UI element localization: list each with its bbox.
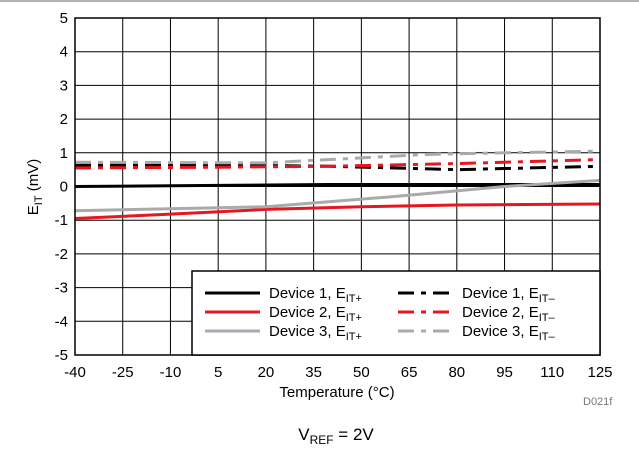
y-tick-label: -1 — [55, 212, 68, 229]
y-tick-label: -2 — [55, 246, 68, 263]
y-tick-label: -3 — [55, 280, 68, 297]
y-tick-label: 3 — [60, 77, 68, 94]
series-line-1 — [74, 182, 600, 188]
x-tick-label: 20 — [258, 364, 275, 381]
legend: Device 1, EIT+ Device 1, EIT–Device 2, EI… — [191, 270, 601, 356]
x-tick-label: -25 — [112, 364, 134, 381]
x-tick-label: 65 — [401, 364, 418, 381]
legend-label: Device 3, EIT+ — [269, 323, 362, 343]
y-tick-label: 5 — [60, 10, 68, 27]
series-line-5 — [74, 178, 601, 213]
x-tick-label: 125 — [587, 364, 612, 381]
series-layer — [74, 149, 601, 221]
y-tick-label: 4 — [60, 44, 68, 61]
chart-caption: VREF = 2V — [298, 425, 374, 447]
y-axis-label: EIT (mV) — [25, 159, 45, 215]
series-line-3 — [74, 202, 601, 221]
x-tick-label: 50 — [353, 364, 370, 381]
x-tick-label: 5 — [214, 364, 222, 381]
x-tick-labels: -40 -25 -10 5 20 35 50 65 80 95 110 125 — [64, 364, 612, 381]
y-tick-label: 2 — [60, 111, 68, 128]
y-tick-label: -4 — [55, 313, 68, 330]
x-tick-label: 110 — [540, 364, 564, 381]
legend-label: Device 2, EIT– — [462, 304, 555, 324]
x-axis-label: Temperature (°C) — [279, 384, 394, 401]
x-tick-label: 80 — [448, 364, 465, 381]
x-tick-label: -10 — [160, 364, 182, 381]
x-tick-label: 35 — [305, 364, 322, 381]
legend-label: Device 3, EIT– — [462, 323, 555, 343]
figure-code: D021f — [583, 396, 613, 408]
y-tick-label: 1 — [60, 145, 68, 162]
y-tick-labels: 5 4 3 2 1 0 -1 -2 -3 -4 -5 — [55, 10, 68, 364]
x-tick-label: 95 — [496, 364, 513, 381]
legend-label: Device 1, EIT– — [462, 285, 555, 305]
y-tick-label: 0 — [60, 179, 68, 196]
series-line-6 — [74, 149, 601, 165]
legend-label: Device 1, EIT+ — [269, 285, 362, 305]
x-tick-label: -40 — [64, 364, 86, 381]
series-line-4 — [74, 158, 601, 170]
legend-label: Device 2, EIT+ — [269, 304, 362, 324]
y-tick-label: -5 — [55, 347, 68, 364]
